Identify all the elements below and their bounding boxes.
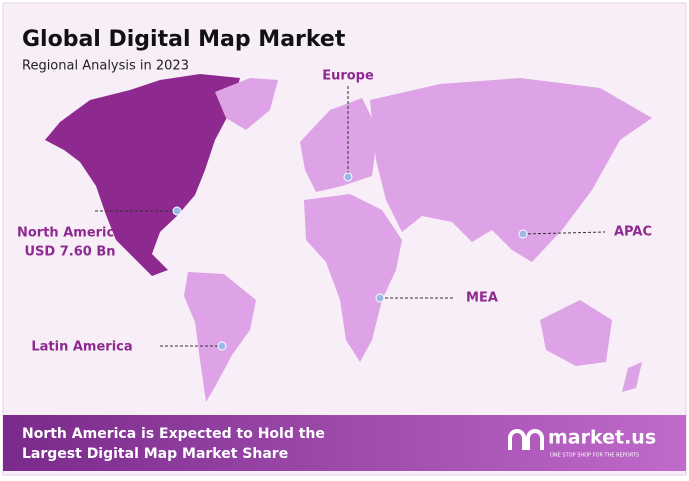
greenland: [215, 78, 278, 130]
region-label: Latin America: [31, 340, 132, 355]
north-america: [45, 74, 240, 276]
footer-text: North America is Expected to Hold the: [22, 426, 325, 442]
world-map: [45, 74, 652, 402]
marker: [518, 229, 528, 239]
subtitle: Regional Analysis in 2023: [22, 59, 189, 74]
new-zealand: [622, 362, 642, 392]
africa: [304, 194, 402, 362]
marker: [375, 293, 385, 303]
region-label: Europe: [322, 69, 374, 84]
callouts: Europe North America USD 7.60 Bn APAC ME…: [17, 69, 652, 355]
region-label: MEA: [466, 291, 498, 306]
logo-tagline: ONE STOP SHOP FOR THE REPORTS: [550, 453, 639, 459]
asia: [370, 78, 652, 262]
europe: [300, 98, 378, 192]
marker: [343, 172, 353, 182]
title: Global Digital Map Market: [22, 27, 346, 52]
south-america: [184, 272, 256, 402]
region-label: North America: [17, 226, 123, 241]
footer-band: [3, 415, 686, 471]
footer-text: Largest Digital Map Market Share: [22, 446, 288, 462]
logo: market.us ONE STOP SHOP FOR THE REPORTS: [508, 427, 656, 459]
leader-line: [522, 231, 606, 235]
logo-icon: [508, 429, 544, 450]
marker: [217, 341, 227, 351]
logo-text: market.us: [548, 427, 656, 449]
australia: [540, 300, 612, 366]
marker: [172, 206, 182, 216]
region-value: USD 7.60 Bn: [25, 245, 116, 260]
region-label: APAC: [614, 225, 652, 240]
